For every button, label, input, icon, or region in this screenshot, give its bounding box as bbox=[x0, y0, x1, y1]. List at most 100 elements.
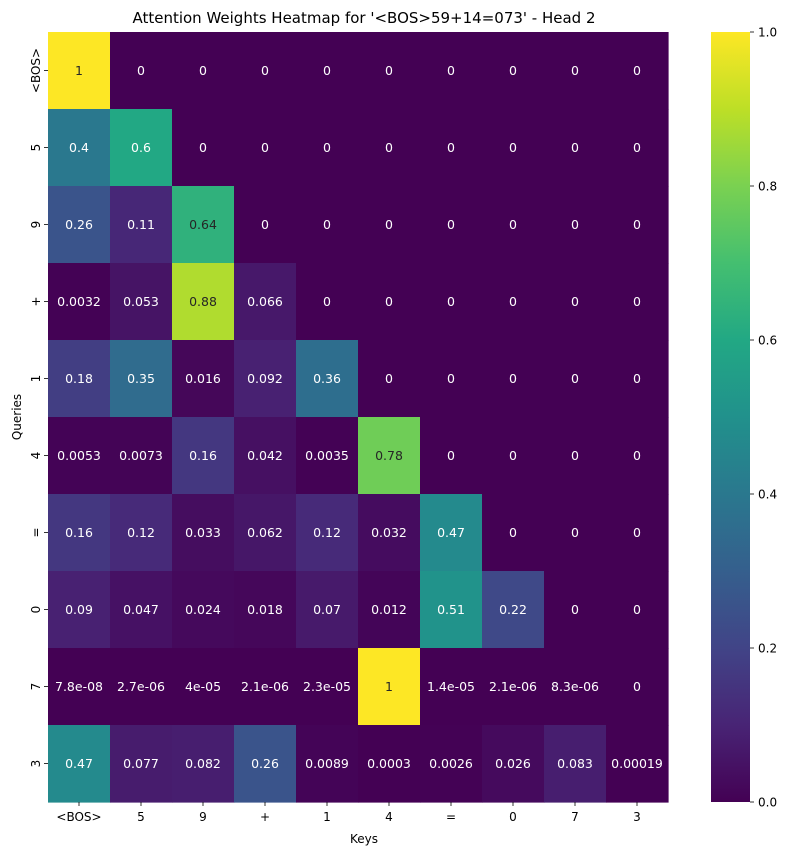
cell-value-label-r0-c4: 0 bbox=[323, 63, 331, 78]
y-tick-label-5: 4 bbox=[29, 452, 43, 460]
cell-value-label-r1-c0: 0.4 bbox=[69, 140, 89, 155]
heatmap-cell-labels: 1 0 0 0 0 0 0 0 0 0 0.4 0.6 0 0 0 0 0 0 0 0 0.26 0.11 0.64 0 0 0 0… bbox=[55, 63, 663, 771]
x-tick-label-2: 9 bbox=[199, 810, 207, 824]
cell-value-label-r0-c1: 0 bbox=[137, 63, 145, 78]
cell-value-label-r5-c4: 0.0035 bbox=[305, 448, 349, 463]
y-tick-label-2: 9 bbox=[29, 221, 43, 229]
x-tick-label-5: 4 bbox=[385, 810, 393, 824]
cell-value-label-r7-c4: 0.07 bbox=[313, 602, 341, 617]
y-tick-label-6: = bbox=[29, 527, 43, 537]
heatmap-cell-r0-c5 bbox=[358, 32, 421, 110]
cell-value-label-r8-c5: 1 bbox=[385, 679, 393, 694]
heatmap-cell-r6-c9 bbox=[606, 494, 669, 572]
heatmap-cell-r0-c0 bbox=[48, 32, 111, 110]
heatmap-cell-r8-c7 bbox=[482, 648, 545, 726]
cell-value-label-r7-c6: 0.51 bbox=[437, 602, 465, 617]
cell-value-label-r5-c5: 0.78 bbox=[375, 448, 403, 463]
cell-value-label-r1-c3: 0 bbox=[261, 140, 269, 155]
heatmap-cell-r0-c1 bbox=[110, 32, 173, 110]
heatmap-cell-r8-c4 bbox=[296, 648, 359, 726]
cell-value-label-r8-c9: 0 bbox=[633, 679, 641, 694]
heatmap-cell-r9-c6 bbox=[420, 725, 483, 803]
cell-value-label-r7-c8: 0 bbox=[571, 602, 579, 617]
cell-value-label-r2-c0: 0.26 bbox=[65, 217, 93, 232]
heatmap-cell-r8-c5 bbox=[358, 648, 421, 726]
cell-value-label-r4-c7: 0 bbox=[509, 371, 517, 386]
cell-value-label-r9-c3: 0.26 bbox=[251, 756, 279, 771]
cell-value-label-r1-c8: 0 bbox=[571, 140, 579, 155]
cell-value-label-r6-c4: 0.12 bbox=[313, 525, 341, 540]
cell-value-label-r0-c0: 1 bbox=[75, 63, 83, 78]
heatmap-cell-r7-c8 bbox=[544, 571, 607, 649]
heatmap-cell-r6-c4 bbox=[296, 494, 359, 572]
cell-value-label-r1-c2: 0 bbox=[199, 140, 207, 155]
heatmap-cell-r3-c1 bbox=[110, 263, 173, 341]
heatmap-cell-r9-c8 bbox=[544, 725, 607, 803]
cell-value-label-r5-c3: 0.042 bbox=[247, 448, 283, 463]
cell-value-label-r1-c6: 0 bbox=[447, 140, 455, 155]
cell-value-label-r4-c4: 0.36 bbox=[313, 371, 341, 386]
cell-value-label-r8-c6: 1.4e-05 bbox=[427, 679, 475, 694]
colorbar-tick-label-4: 0.8 bbox=[758, 180, 777, 194]
heatmap-cell-r3-c4 bbox=[296, 263, 359, 341]
cell-value-label-r0-c8: 0 bbox=[571, 63, 579, 78]
cell-value-label-r8-c7: 2.1e-06 bbox=[489, 679, 537, 694]
cell-value-label-r9-c8: 0.083 bbox=[557, 756, 593, 771]
heatmap-cell-r1-c3 bbox=[234, 109, 297, 187]
cell-value-label-r7-c1: 0.047 bbox=[123, 602, 159, 617]
cell-value-label-r9-c2: 0.082 bbox=[185, 756, 221, 771]
heatmap-cell-r4-c1 bbox=[110, 340, 173, 418]
y-tick-label-3: + bbox=[29, 296, 43, 306]
y-tick-label-8: 7 bbox=[29, 683, 43, 691]
heatmap-cell-r7-c0 bbox=[48, 571, 111, 649]
cell-value-label-r7-c7: 0.22 bbox=[499, 602, 527, 617]
colorbar-tick-label-5: 1.0 bbox=[758, 26, 777, 40]
cell-value-label-r9-c9: 0.00019 bbox=[611, 756, 663, 771]
heatmap-cell-r6-c7 bbox=[482, 494, 545, 572]
cell-value-label-r4-c2: 0.016 bbox=[185, 371, 221, 386]
y-axis-label: Queries bbox=[10, 394, 24, 440]
y-axis-ticks: <BOS> 5 9 +1 4 = 0 7 3 bbox=[29, 48, 48, 767]
heatmap-cell-r3-c3 bbox=[234, 263, 297, 341]
cell-value-label-r9-c7: 0.026 bbox=[495, 756, 531, 771]
x-tick-label-7: 0 bbox=[509, 810, 517, 824]
cell-value-label-r9-c1: 0.077 bbox=[123, 756, 159, 771]
y-tick-label-7: 0 bbox=[29, 606, 43, 614]
heatmap-cell-r2-c7 bbox=[482, 186, 545, 264]
heatmap-cell-r2-c0 bbox=[48, 186, 111, 264]
heatmap-cell-r3-c7 bbox=[482, 263, 545, 341]
heatmap-cell-r0-c7 bbox=[482, 32, 545, 110]
cell-value-label-r6-c8: 0 bbox=[571, 525, 579, 540]
heatmap-cell-r0-c4 bbox=[296, 32, 359, 110]
cell-value-label-r0-c5: 0 bbox=[385, 63, 393, 78]
heatmap-cell-r9-c7 bbox=[482, 725, 545, 803]
cell-value-label-r7-c0: 0.09 bbox=[65, 602, 93, 617]
heatmap-cell-r3-c0 bbox=[48, 263, 111, 341]
cell-value-label-r9-c4: 0.0089 bbox=[305, 756, 349, 771]
heatmap-cell-r2-c4 bbox=[296, 186, 359, 264]
heatmap-cell-r7-c3 bbox=[234, 571, 297, 649]
cell-value-label-r5-c1: 0.0073 bbox=[119, 448, 163, 463]
heatmap-cell-r2-c6 bbox=[420, 186, 483, 264]
y-tick-label-9: 3 bbox=[29, 760, 43, 768]
cell-value-label-r4-c6: 0 bbox=[447, 371, 455, 386]
colorbar-tick-label-0: 0.0 bbox=[758, 796, 777, 810]
cell-value-label-r1-c4: 0 bbox=[323, 140, 331, 155]
heatmap-cell-r5-c9 bbox=[606, 417, 669, 495]
heatmap-cell-r5-c4 bbox=[296, 417, 359, 495]
heatmap-cell-r2-c9 bbox=[606, 186, 669, 264]
x-tick-label-1: 5 bbox=[137, 810, 145, 824]
cell-value-label-r1-c9: 0 bbox=[633, 140, 641, 155]
cell-value-label-r1-c7: 0 bbox=[509, 140, 517, 155]
heatmap-cell-r6-c1 bbox=[110, 494, 173, 572]
heatmap-cell-r4-c6 bbox=[420, 340, 483, 418]
x-axis-ticks: <BOS> 5 9 +1 4 = 0 7 3 bbox=[56, 802, 641, 824]
cell-value-label-r3-c1: 0.053 bbox=[123, 294, 159, 309]
heatmap-cell-r1-c2 bbox=[172, 109, 235, 187]
heatmap-cell-r6-c3 bbox=[234, 494, 297, 572]
heatmap-cell-r0-c2 bbox=[172, 32, 235, 110]
heatmap-cell-r0-c8 bbox=[544, 32, 607, 110]
cell-value-label-r4-c0: 0.18 bbox=[65, 371, 93, 386]
y-tick-label-1: 5 bbox=[29, 144, 43, 152]
heatmap-cell-r2-c1 bbox=[110, 186, 173, 264]
